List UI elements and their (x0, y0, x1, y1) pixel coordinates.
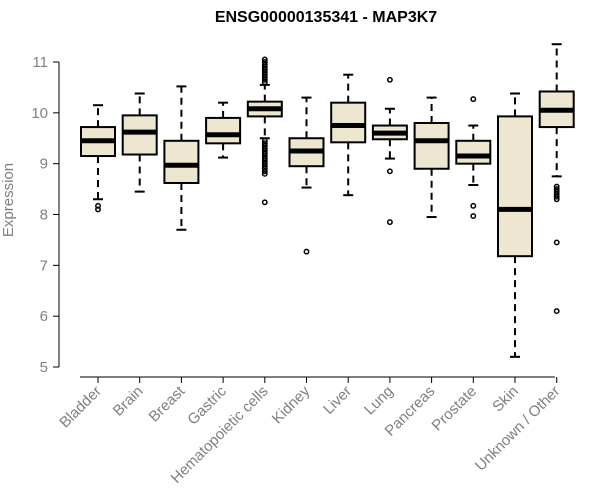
box-iqr (497, 115, 533, 258)
box-group (80, 104, 116, 213)
y-tick-label: 10 (31, 105, 48, 122)
y-axis-label: Expression (0, 163, 17, 237)
outlier-point (386, 168, 393, 175)
box-series (80, 43, 575, 358)
outlier-point (303, 248, 310, 255)
outlier-point (261, 56, 268, 63)
box-group (246, 56, 283, 206)
outlier-point (95, 202, 101, 209)
box-iqr (205, 116, 242, 145)
box-group (205, 101, 242, 159)
y-tick-label: 11 (32, 54, 48, 71)
box-iqr (330, 101, 367, 144)
outlier-point (470, 213, 477, 219)
box-group (121, 92, 158, 193)
box-iqr (163, 139, 200, 184)
outlier-point (95, 206, 101, 213)
outlier-point (261, 59, 268, 65)
box-group (163, 85, 200, 231)
x-tick-label: Skin (489, 383, 522, 416)
box-group (288, 96, 325, 255)
outlier-point (553, 308, 560, 315)
x-tick-label: Breast (146, 382, 189, 425)
outlier-point (470, 202, 477, 209)
x-tick-label: Lung (361, 383, 397, 419)
y-tick-label: 6 (40, 308, 48, 325)
box-group (330, 73, 367, 197)
box-group (455, 96, 492, 219)
x-tick-label: Kidney (269, 382, 314, 427)
outlier-point (553, 186, 560, 193)
outlier-point (553, 183, 560, 190)
outlier-point (261, 199, 268, 206)
box-group (497, 92, 533, 358)
y-tick-label: 9 (40, 156, 48, 173)
x-tick-label: Bladder (56, 383, 105, 432)
chart-title: ENSG00000135341 - MAP3K7 (215, 9, 437, 26)
y-tick-label: 8 (40, 207, 48, 224)
x-tick-label: Brain (110, 383, 147, 420)
outlier-point (261, 137, 268, 144)
outlier-point (553, 239, 560, 246)
outlier-point (386, 219, 393, 226)
y-tick-label: 7 (40, 257, 48, 274)
box-group (371, 76, 408, 226)
box-iqr (121, 114, 158, 156)
outlier-point (261, 140, 268, 147)
y-axis-ticks: 5 6 7 8 9 10 11 (31, 54, 59, 376)
box-group (538, 43, 575, 315)
x-tick-label: Prostate (429, 383, 481, 435)
y-tick-label: 5 (40, 359, 48, 376)
x-tick-label: Liver (320, 383, 355, 418)
box-group (413, 96, 450, 219)
box-iqr (413, 122, 450, 170)
outlier-point (386, 76, 393, 83)
outlier-point (470, 96, 477, 103)
box-iqr (455, 139, 492, 165)
